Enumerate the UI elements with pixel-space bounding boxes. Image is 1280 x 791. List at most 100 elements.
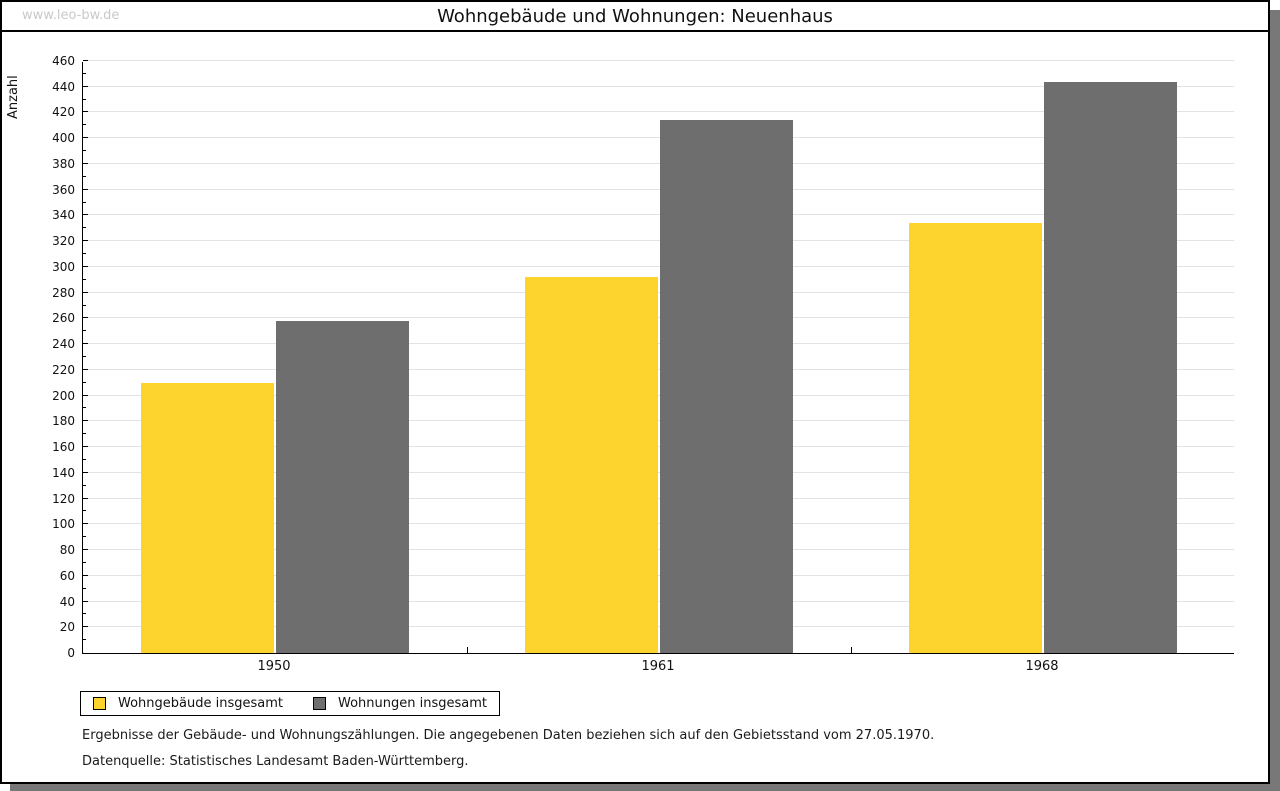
legend-item-wohnungen: Wohnungen insgesamt: [313, 696, 487, 711]
y-tick-minor: [83, 356, 86, 357]
gridline: [83, 395, 1234, 396]
chart-header: www.leo-bw.de Wohngebäude und Wohnungen:…: [2, 2, 1268, 32]
y-tick-minor: [83, 588, 86, 589]
y-tick-major: [83, 86, 88, 87]
y-tick-minor: [83, 202, 86, 203]
y-tick-label: 460: [52, 54, 75, 68]
y-tick-major: [83, 549, 88, 550]
gridline: [83, 498, 1234, 499]
y-tick-major: [83, 420, 88, 421]
y-tick-major: [83, 498, 88, 499]
y-tick-label: 360: [52, 183, 75, 197]
y-tick-label: 380: [52, 157, 75, 171]
y-tick-label: 300: [52, 260, 75, 274]
gridline: [83, 163, 1234, 164]
y-tick-minor: [83, 124, 86, 125]
x-tick-label: 1961: [641, 659, 675, 674]
legend-label: Wohnungen insgesamt: [338, 696, 487, 711]
footnote-note: Ergebnisse der Gebäude- und Wohnungszähl…: [82, 728, 935, 743]
y-tick-label: 320: [52, 234, 75, 248]
bar-wohnungen-1961: [660, 120, 793, 653]
gridline: [83, 420, 1234, 421]
gridline: [83, 137, 1234, 138]
gridline: [83, 601, 1234, 602]
y-tick-label: 20: [59, 620, 75, 634]
y-tick-major: [83, 626, 88, 627]
y-tick-label: 0: [67, 646, 75, 660]
gridline: [83, 240, 1234, 241]
bar-wohnungen-1950: [276, 321, 409, 653]
y-tick-label: 40: [59, 595, 75, 609]
y-tick-label: 180: [52, 414, 75, 428]
y-tick-minor: [83, 433, 86, 434]
x-tick-label: 1968: [1025, 659, 1059, 674]
y-tick-minor: [83, 639, 86, 640]
gridline: [83, 292, 1234, 293]
y-tick-major: [83, 575, 88, 576]
bar-wohngebaeude-1968: [909, 223, 1042, 653]
y-tick-label: 220: [52, 363, 75, 377]
gridline: [83, 472, 1234, 473]
chart-title: Wohngebäude und Wohnungen: Neuenhaus: [437, 6, 833, 27]
gridline: [83, 446, 1234, 447]
y-tick-major: [83, 395, 88, 396]
legend-swatch-yellow: [93, 697, 106, 710]
gridline: [83, 86, 1234, 87]
y-tick-minor: [83, 510, 86, 511]
y-axis-title: Anzahl: [6, 75, 21, 119]
y-tick-major: [83, 523, 88, 524]
bar-wohnungen-1968: [1044, 82, 1177, 653]
y-tick-label: 280: [52, 286, 75, 300]
y-tick-minor: [83, 562, 86, 563]
bar-wohngebaeude-1950: [141, 383, 274, 653]
y-tick-minor: [83, 73, 86, 74]
y-tick-major: [83, 60, 88, 61]
y-tick-minor: [83, 305, 86, 306]
y-tick-major: [83, 343, 88, 344]
y-tick-major: [83, 292, 88, 293]
footnote-source: Datenquelle: Statistisches Landesamt Bad…: [82, 754, 469, 769]
gridline: [83, 111, 1234, 112]
y-tick-label: 400: [52, 131, 75, 145]
gridline: [83, 266, 1234, 267]
watermark: www.leo-bw.de: [22, 8, 120, 23]
gridline: [83, 549, 1234, 550]
gridline: [83, 626, 1234, 627]
y-tick-minor: [83, 536, 86, 537]
y-tick-major: [83, 111, 88, 112]
y-tick-major: [83, 214, 88, 215]
y-tick-minor: [83, 407, 86, 408]
y-tick-major: [83, 601, 88, 602]
legend-swatch-gray: [313, 697, 326, 710]
y-tick-major: [83, 137, 88, 138]
chart-legend: Wohngebäude insgesamt Wohnungen insgesam…: [80, 691, 500, 716]
gridline: [83, 369, 1234, 370]
y-tick-minor: [83, 330, 86, 331]
y-tick-label: 260: [52, 311, 75, 325]
y-tick-label: 140: [52, 466, 75, 480]
y-tick-minor: [83, 99, 86, 100]
y-tick-minor: [83, 176, 86, 177]
y-tick-minor: [83, 485, 86, 486]
y-tick-major: [83, 317, 88, 318]
y-tick-label: 120: [52, 492, 75, 506]
gridline: [83, 189, 1234, 190]
legend-label: Wohngebäude insgesamt: [118, 696, 283, 711]
gridline: [83, 343, 1234, 344]
bar-wohngebaeude-1961: [525, 277, 658, 653]
y-tick-label: 160: [52, 440, 75, 454]
x-tick-label: 1950: [257, 659, 291, 674]
gridline: [83, 60, 1234, 61]
x-boundary-tick: [467, 647, 468, 653]
y-tick-major: [83, 266, 88, 267]
y-tick-label: 240: [52, 337, 75, 351]
y-tick-major: [83, 189, 88, 190]
y-tick-minor: [83, 279, 86, 280]
y-tick-minor: [83, 227, 86, 228]
y-tick-major: [83, 472, 88, 473]
y-tick-minor: [83, 382, 86, 383]
y-tick-minor: [83, 459, 86, 460]
y-tick-label: 80: [59, 543, 75, 557]
y-tick-minor: [83, 150, 86, 151]
gridline: [83, 523, 1234, 524]
